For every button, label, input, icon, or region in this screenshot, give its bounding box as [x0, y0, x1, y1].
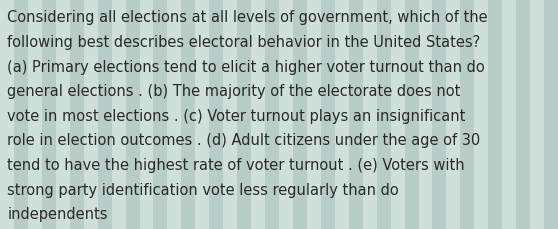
Bar — [488, 0, 502, 229]
Text: independents: independents — [7, 206, 108, 221]
Text: role in election outcomes . (d) Adult citizens under the age of 30: role in election outcomes . (d) Adult ci… — [7, 133, 480, 148]
Bar — [70, 0, 84, 229]
Bar — [28, 0, 42, 229]
Bar — [223, 0, 237, 229]
Bar — [153, 0, 167, 229]
Bar — [349, 0, 363, 229]
Bar — [181, 0, 195, 229]
Bar — [307, 0, 321, 229]
Bar — [167, 0, 181, 229]
Bar — [321, 0, 335, 229]
Text: general elections . (b) The majority of the electorate does not: general elections . (b) The majority of … — [7, 84, 461, 99]
Text: Considering all elections at all levels of government, which of the: Considering all elections at all levels … — [7, 10, 488, 25]
Bar — [195, 0, 209, 229]
Bar — [0, 0, 14, 229]
Bar — [265, 0, 279, 229]
Bar — [14, 0, 28, 229]
Bar — [432, 0, 446, 229]
Bar — [98, 0, 112, 229]
Bar — [237, 0, 251, 229]
Text: following best describes electoral behavior in the United States?: following best describes electoral behav… — [7, 35, 480, 50]
Text: tend to have the highest rate of voter turnout . (e) Voters with: tend to have the highest rate of voter t… — [7, 157, 465, 172]
Text: strong party identification vote less regularly than do: strong party identification vote less re… — [7, 182, 399, 197]
Text: (a) Primary elections tend to elicit a higher voter turnout than do: (a) Primary elections tend to elicit a h… — [7, 59, 485, 74]
Bar — [251, 0, 265, 229]
Bar — [126, 0, 140, 229]
Bar — [544, 0, 558, 229]
Bar — [474, 0, 488, 229]
Bar — [293, 0, 307, 229]
Bar — [530, 0, 544, 229]
Bar — [502, 0, 516, 229]
Bar — [279, 0, 293, 229]
Bar — [112, 0, 126, 229]
Bar — [42, 0, 56, 229]
Bar — [460, 0, 474, 229]
Bar — [335, 0, 349, 229]
Bar — [140, 0, 153, 229]
Bar — [377, 0, 391, 229]
Bar — [56, 0, 70, 229]
Bar — [405, 0, 418, 229]
Bar — [446, 0, 460, 229]
Bar — [516, 0, 530, 229]
Bar — [363, 0, 377, 229]
Bar — [391, 0, 405, 229]
Bar — [84, 0, 98, 229]
Text: vote in most elections . (c) Voter turnout plays an insignificant: vote in most elections . (c) Voter turno… — [7, 108, 465, 123]
Bar — [209, 0, 223, 229]
Bar — [418, 0, 432, 229]
